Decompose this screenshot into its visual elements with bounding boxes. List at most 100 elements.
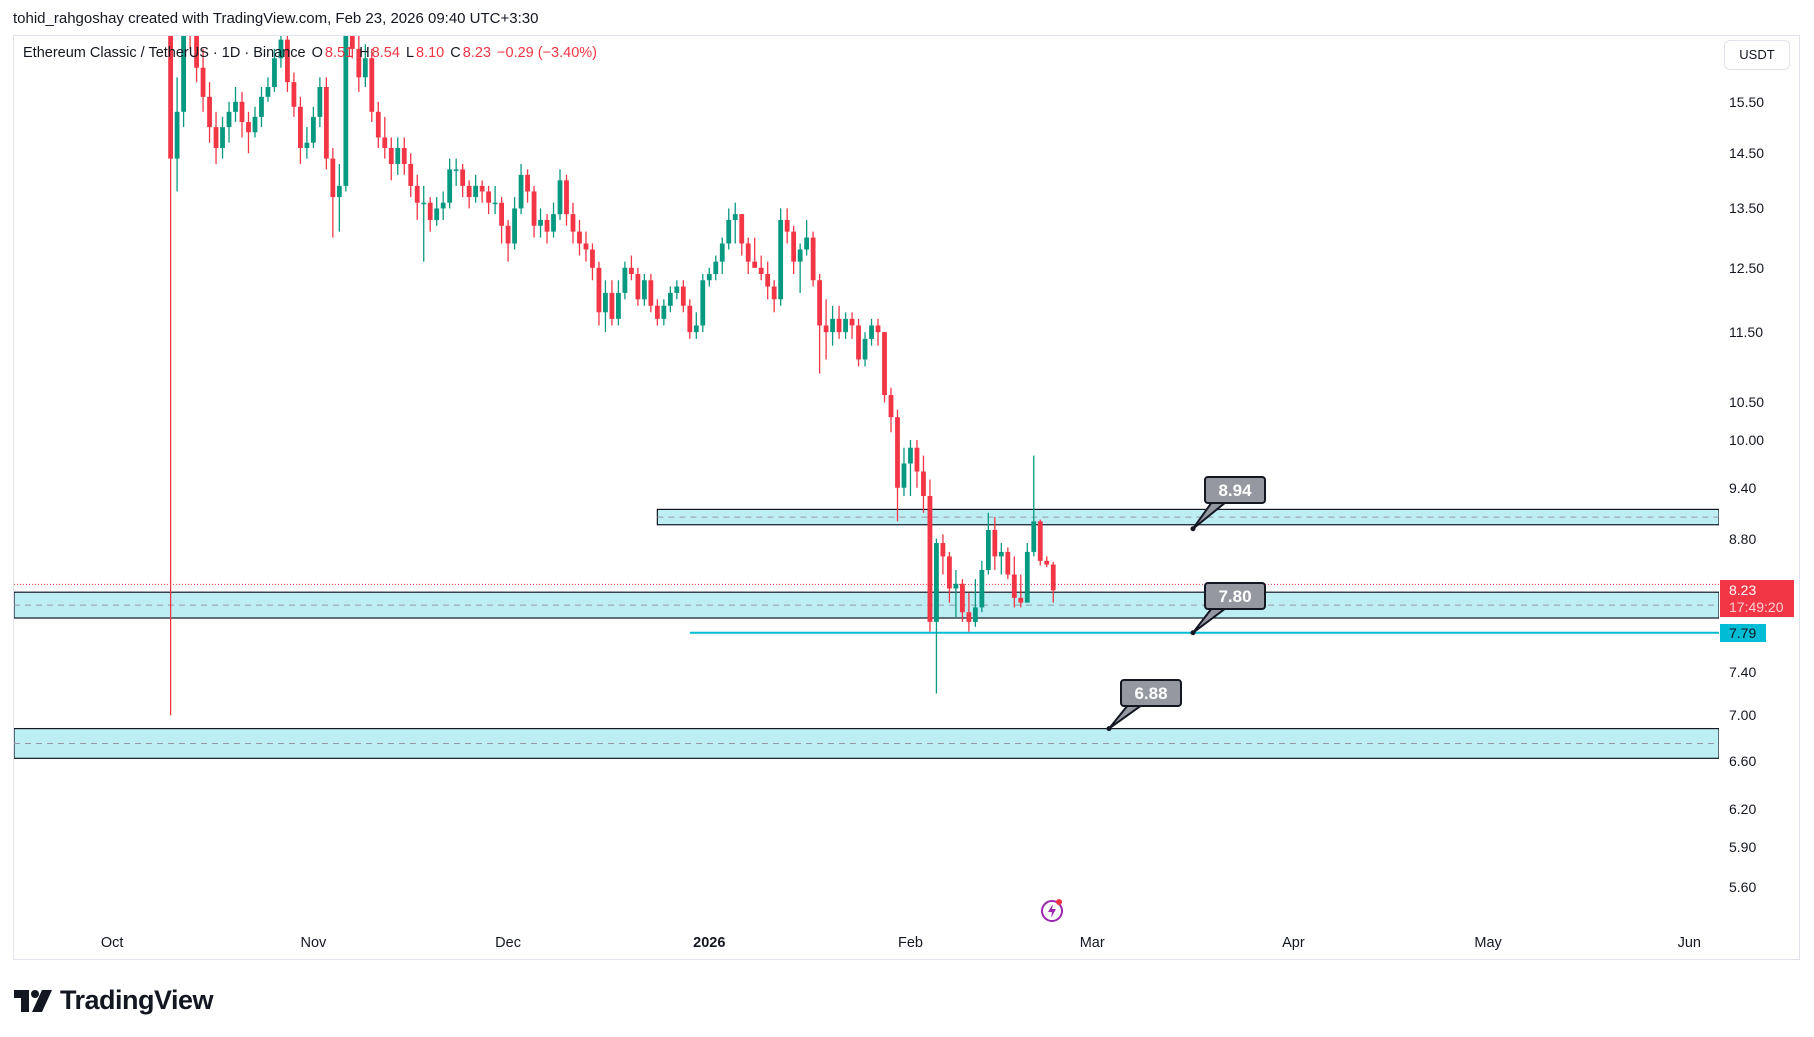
candle-body [220,127,225,148]
candle-body [538,219,543,226]
candle-body [784,219,790,232]
candle-body [797,249,803,262]
time-tick-label: Mar [1079,935,1105,951]
time-tick-label: Jun [1677,935,1701,951]
price-tick-label: 15.50 [1729,93,1765,110]
candle-body [369,58,375,112]
close-value: 8.23 [462,45,491,61]
candle-body [609,292,615,319]
candle-body [596,267,602,313]
candle-body [343,36,349,186]
candle-body [1005,551,1011,575]
candle-body [862,338,868,360]
low-value: 8.10 [416,45,445,61]
high-label: H [359,45,370,61]
tradingview-logo[interactable]: TradingView [14,985,214,1016]
chart-frame [13,35,1800,960]
support-zones [14,508,1719,759]
price-tick-label: 9.40 [1729,479,1757,496]
candle-body [298,106,303,148]
candle-body [382,137,388,148]
price-callout[interactable]: 6.88 [1120,679,1182,707]
time-tick-label: Dec [495,935,521,951]
candle-body [1011,574,1017,598]
price-tick-label: 11.50 [1729,324,1763,341]
low-label: L [405,45,415,61]
candle-body [921,471,926,497]
candle-body [188,21,193,30]
price-tick-label: 7.40 [1729,664,1757,681]
candle-body [635,273,641,300]
candle-body [1024,551,1030,603]
price-callout[interactable]: 7.80 [1204,582,1266,610]
candle-body [375,111,381,138]
flash-icon[interactable] [1039,897,1065,923]
candle-body [557,180,563,215]
candle-body [713,261,719,274]
current-price-label: 8.23 17:49:20 [1720,580,1794,617]
candle-body [408,163,414,186]
time-tick-label: 2026 [693,935,726,951]
candle-body [395,147,401,164]
symbol-title[interactable]: Ethereum Classic / TetherUS · 1D · Binan… [23,45,306,61]
candle-body [641,280,647,300]
close-label: C [450,45,461,61]
callout-anchor [1190,630,1196,636]
time-tick-label: Nov [300,935,327,951]
candle-body [940,543,946,557]
time-tick-label: Oct [100,935,124,951]
candle-body [388,147,394,164]
candle-body [473,185,479,198]
price-tick-label: 14.50 [1729,145,1765,162]
callout-anchor [1106,726,1112,732]
candle-body [213,127,219,148]
currency-button[interactable]: USDT [1724,40,1790,70]
candle-body [791,231,797,262]
candle-body [810,237,816,281]
candle-body [888,395,894,418]
candle-body [901,463,907,488]
candle-body [362,58,368,78]
candle-body [629,267,634,274]
candle-body [1044,560,1050,565]
candle-body [648,280,654,306]
candle-body [434,208,440,220]
candle-body [966,612,972,622]
candle-body [278,39,284,59]
candle-body [317,87,323,117]
candle-body [693,325,699,333]
candle-body [246,121,251,133]
price-tick-label: 7.00 [1729,707,1757,724]
price-callout[interactable]: 8.94 [1204,476,1266,504]
candle-body [603,292,608,313]
candle-body [453,169,459,171]
candle-body [947,556,952,589]
candle-body [674,286,680,293]
candle-body [259,96,264,117]
candle-body [564,180,569,215]
candle-body [181,36,186,112]
price-tick-label: 6.60 [1729,752,1757,769]
candle-body [239,101,245,122]
candle-body [998,551,1004,557]
candle-countdown: 17:49:20 [1729,599,1784,615]
high-value: 8.54 [371,45,400,61]
candle-body [499,202,504,226]
candle-body [427,202,433,220]
candle-body [285,39,290,83]
candle-body [972,607,978,622]
candle-body [330,158,336,198]
open-value: 8.51 [324,45,354,61]
time-tick-label: Apr [1282,935,1305,951]
attribution-text: tohid_rahgoshay created with TradingView… [13,10,539,27]
candle-body [817,280,823,326]
logo-text: TradingView [60,985,214,1015]
callout-anchor [1190,526,1196,532]
candle-body [356,48,362,78]
candle-body [927,496,933,622]
price-tick-label: 13.50 [1729,200,1765,217]
price-tick-label: 5.90 [1729,839,1757,856]
candle-body [875,325,881,333]
candle-body [466,185,472,198]
